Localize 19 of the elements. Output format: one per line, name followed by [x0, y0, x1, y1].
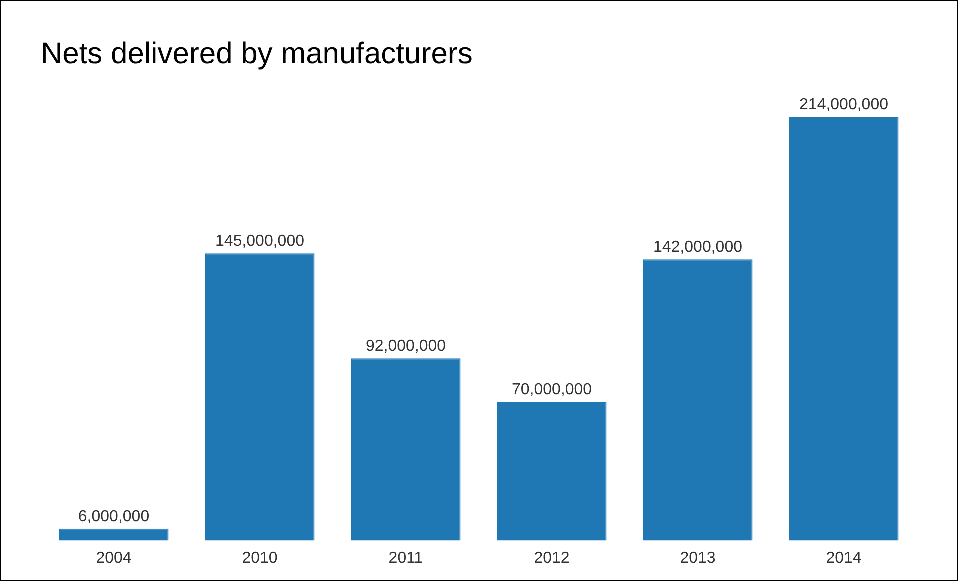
x-tick-label: 2013 — [680, 550, 716, 567]
bar — [643, 260, 753, 541]
chart-title: Nets delivered by manufacturers — [41, 37, 473, 70]
bar — [351, 358, 461, 541]
bar — [789, 117, 899, 541]
x-tick-label: 2010 — [242, 550, 278, 567]
bar — [205, 254, 315, 541]
x-tick-label: 2011 — [388, 550, 424, 567]
bar — [59, 528, 169, 541]
bar — [497, 402, 607, 541]
x-tick-label: 2004 — [96, 550, 132, 567]
data-label: 92,000,000 — [366, 338, 446, 356]
data-label: 145,000,000 — [216, 233, 305, 250]
x-tick-label: 2014 — [826, 550, 862, 567]
data-label: 6,000,000 — [78, 508, 150, 526]
data-label: 70,000,000 — [512, 382, 592, 399]
data-label: 142,000,000 — [654, 238, 743, 256]
x-tick-label: 2012 — [534, 550, 570, 567]
data-label: 214,000,000 — [800, 96, 889, 114]
